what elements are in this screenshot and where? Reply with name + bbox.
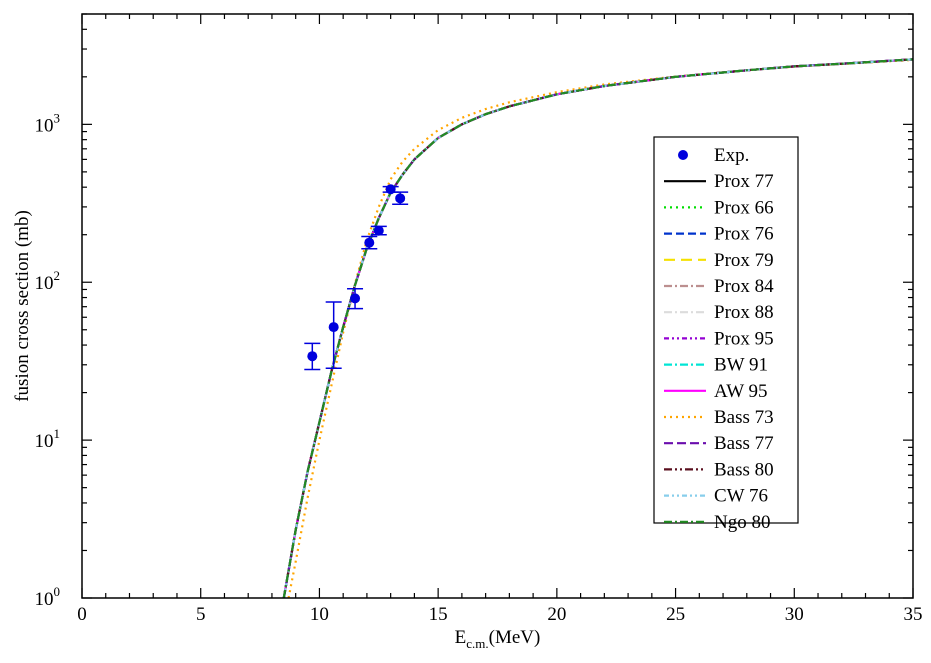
series-line-bass-77 [282, 58, 913, 598]
y-tick-exponent: 2 [54, 268, 61, 283]
y-tick-base: 10 [35, 273, 54, 294]
y-tick-exponent: 3 [54, 110, 61, 125]
exp-data-point [325, 301, 342, 370]
series-line-prox-84 [282, 58, 913, 598]
exp-data-point [361, 235, 378, 250]
legend-label: Bass 73 [714, 407, 774, 428]
experimental-points [304, 184, 409, 371]
exp-data-point [347, 287, 364, 310]
legend-label: Prox 84 [714, 276, 774, 297]
y-tick-exponent: 1 [54, 426, 61, 441]
x-tick-label: 5 [196, 604, 206, 625]
x-tick-label: 15 [429, 604, 448, 625]
y-tick-label: 102 [35, 268, 61, 294]
legend-label: Prox 66 [714, 197, 774, 218]
legend-label: Ngo 80 [714, 512, 770, 533]
series-line-bass-73 [287, 58, 913, 598]
legend-box [653, 136, 799, 524]
y-axis-label: fusion cross section (mb) [12, 210, 33, 402]
x-axis-label: Ec.m.(MeV) [455, 627, 541, 651]
axis-ticks [81, 13, 914, 599]
legend-label: Prox 95 [714, 328, 774, 349]
x-tick-label: 30 [785, 604, 804, 625]
y-tick-label: 100 [35, 584, 61, 610]
series-line-aw-95 [282, 58, 913, 598]
x-tick-label: 20 [547, 604, 566, 625]
exp-marker [307, 351, 318, 362]
y-tick-base: 10 [35, 431, 54, 452]
series-line-bass-80 [282, 58, 913, 598]
legend-label: Prox 77 [714, 171, 774, 192]
x-tick-labels: 0 5 10 15 20 25 30 35 [77, 604, 922, 625]
legend-label: Bass 77 [714, 433, 774, 454]
series-line-prox-88 [282, 58, 913, 598]
exp-data-point [392, 191, 409, 205]
legend-label: BW 91 [714, 355, 768, 376]
series-line-prox-95 [282, 58, 913, 598]
series-line-cw-76 [282, 58, 913, 598]
exp-marker [364, 237, 375, 248]
series-line-bw-91 [282, 58, 913, 598]
legend: Exp. Prox 77 Prox 66 Prox 76 Prox 79 Prox 84 P… [653, 136, 799, 533]
exp-marker [350, 293, 361, 304]
series-line-ngo-80 [282, 58, 913, 598]
exp-marker [328, 322, 339, 333]
legend-label: AW 95 [714, 381, 768, 402]
x-axis-label-sub: c.m. [466, 636, 488, 651]
y-tick-exponent: 0 [54, 584, 61, 599]
x-tick-label: 0 [77, 604, 87, 625]
exp-marker [395, 193, 406, 204]
legend-label: Prox 76 [714, 224, 774, 245]
x-tick-label: 10 [310, 604, 329, 625]
x-axis-label-unit: (MeV) [489, 627, 541, 648]
legend-label: CW 76 [714, 486, 768, 507]
legend-label: Exp. [714, 145, 749, 166]
legend-label: Prox 88 [714, 302, 774, 323]
legend-label: Prox 79 [714, 250, 774, 271]
x-axis-label-main: E [455, 627, 467, 648]
x-tick-label: 25 [666, 604, 685, 625]
exp-data-point [304, 342, 321, 371]
y-tick-label: 103 [35, 110, 61, 136]
series-lines [282, 58, 913, 598]
x-tick-label: 35 [904, 604, 923, 625]
y-tick-base: 10 [35, 115, 54, 136]
series-line-prox-76 [282, 58, 913, 598]
plot-frame [81, 13, 914, 599]
y-tick-label: 101 [35, 426, 61, 452]
exp-marker [373, 225, 384, 236]
series-line-prox-77 [282, 58, 913, 598]
exp-data-point [370, 225, 387, 236]
series-line-prox-79 [282, 58, 913, 598]
legend-exp-marker [678, 150, 688, 160]
y-tick-base: 10 [35, 589, 54, 610]
legend-label: Bass 80 [714, 459, 774, 480]
series-line-prox-66 [282, 58, 913, 598]
